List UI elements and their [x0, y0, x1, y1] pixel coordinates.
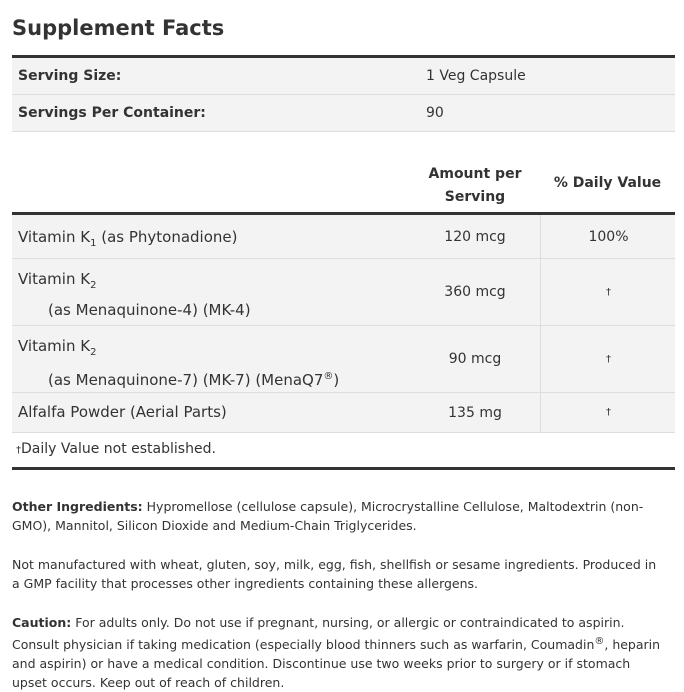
- daily-value: †: [540, 393, 675, 432]
- label: Serving Size:: [18, 68, 122, 84]
- allergen-statement: Not manufactured with wheat, gluten, soy…: [12, 557, 657, 591]
- amount-header: Amount per Serving: [428, 166, 522, 205]
- amount: 360 mcg: [444, 284, 506, 300]
- other-ingredients: Other Ingredients: Hypromellose (cellulo…: [12, 499, 644, 533]
- table-header: Amount per Serving % Daily Value: [12, 155, 675, 213]
- caution: Caution: For adults only. Do not use if …: [12, 615, 661, 691]
- table-row: Alfalfa Powder (Aerial Parts) 135 mg †: [12, 393, 675, 433]
- footnote: †Daily Value not established.: [16, 441, 216, 457]
- servings-per-container-row: Servings Per Container: 90: [12, 95, 675, 132]
- daily-value: †: [540, 326, 675, 392]
- divider: [12, 467, 675, 470]
- table-row: Vitamin K2 (as Menaquinone-4) (MK-4) 360 …: [12, 259, 675, 326]
- divider: [12, 212, 675, 215]
- daily-value: †: [540, 259, 675, 325]
- dv-header: % Daily Value: [553, 175, 662, 191]
- label: Servings Per Container:: [18, 105, 206, 121]
- daily-value: 100%: [540, 215, 675, 258]
- amount: 90 mcg: [448, 351, 502, 367]
- amount: 135 mg: [448, 404, 502, 421]
- value: 90: [426, 105, 444, 121]
- nutrient-name: Vitamin K2 (as Menaquinone-7) (MK-7) (Men…: [18, 337, 340, 389]
- page-title: Supplement Facts: [12, 16, 225, 40]
- table-row: Vitamin K2 (as Menaquinone-7) (MK-7) (Men…: [12, 326, 675, 393]
- serving-size-row: Serving Size: 1 Veg Capsule: [12, 58, 675, 95]
- nutrient-name: Vitamin K1 (as Phytonadione): [18, 228, 238, 249]
- divider: [12, 55, 675, 58]
- amount: 120 mcg: [444, 228, 506, 245]
- table-row: Vitamin K1 (as Phytonadione) 120 mcg 100…: [12, 215, 675, 259]
- nutrient-name: Alfalfa Powder (Aerial Parts): [18, 403, 227, 421]
- value: 1 Veg Capsule: [426, 68, 526, 84]
- nutrient-name: Vitamin K2 (as Menaquinone-4) (MK-4): [18, 270, 251, 319]
